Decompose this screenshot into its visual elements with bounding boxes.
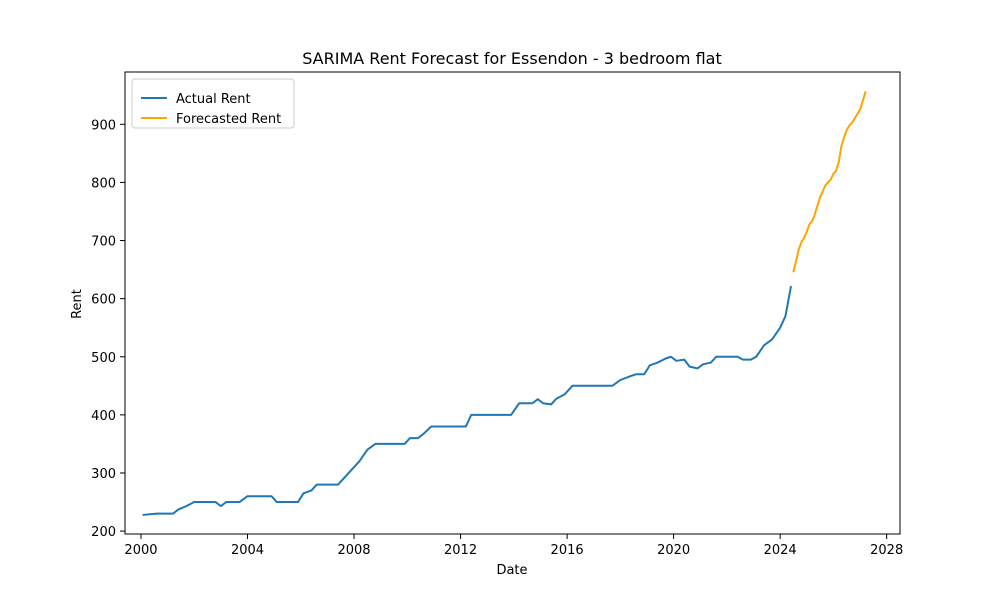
chart-title: SARIMA Rent Forecast for Essendon - 3 be… (302, 49, 722, 68)
y-tick-label: 500 (91, 351, 116, 366)
legend-box (131, 78, 295, 129)
y-tick-label: 600 (91, 293, 116, 308)
y-tick-label: 900 (91, 118, 116, 133)
x-tick-label: 2020 (657, 543, 690, 558)
legend: Actual Rent Forecasted Rent (131, 78, 295, 129)
y-axis-label: Rent (70, 289, 85, 319)
x-axis-ticks: 2000 2004 2008 2012 2016 2020 2024 2028 (124, 534, 903, 558)
legend-label: Actual Rent (176, 92, 251, 107)
x-tick-label: 2012 (444, 543, 477, 558)
y-axis-ticks: 200 300 400 500 600 700 800 900 (91, 118, 125, 540)
x-tick-label: 2016 (551, 543, 584, 558)
x-axis-label: Date (496, 563, 527, 578)
y-tick-label: 200 (91, 525, 116, 540)
series-line-forecasted-rent (792, 91, 867, 273)
series-layer (142, 91, 867, 516)
legend-label: Forecasted Rent (176, 112, 281, 127)
y-tick-label: 300 (91, 467, 116, 482)
x-tick-label: 2000 (124, 543, 157, 558)
x-tick-label: 2008 (337, 543, 370, 558)
x-tick-label: 2028 (870, 543, 903, 558)
y-tick-label: 700 (91, 235, 116, 250)
x-tick-label: 2024 (764, 543, 797, 558)
series-line-actual-rent (142, 285, 792, 516)
y-tick-label: 800 (91, 176, 116, 191)
x-tick-label: 2004 (231, 543, 264, 558)
plot-area-frame (124, 71, 901, 535)
y-tick-label: 400 (91, 409, 116, 424)
